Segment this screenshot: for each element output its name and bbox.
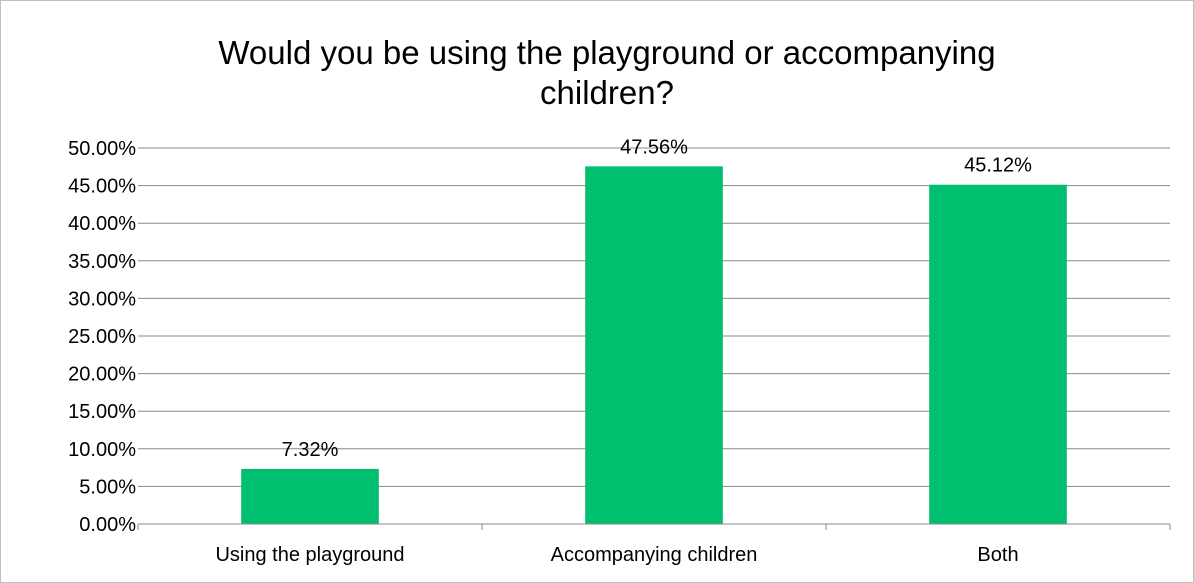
y-tick-label: 25.00%	[68, 326, 136, 348]
x-axis-category-labels: Using the playground Accompanying childre…	[215, 544, 1018, 566]
y-tick-label: 20.00%	[68, 364, 136, 386]
x-category-label: Accompanying children	[551, 544, 758, 566]
data-label: 45.12%	[964, 155, 1032, 177]
data-labels: 7.32% 47.56% 45.12%	[282, 136, 1032, 461]
x-axis	[137, 523, 1171, 530]
chart-title-line-1: Would you be using the playground or acc…	[218, 34, 995, 71]
x-category-label: Both	[977, 544, 1018, 566]
data-label: 7.32%	[282, 439, 339, 461]
bars	[241, 166, 1067, 524]
bar	[241, 468, 379, 524]
chart-title: Would you be using the playground or acc…	[218, 34, 995, 111]
y-tick-label: 15.00%	[68, 401, 136, 423]
chart-title-line-2: children?	[540, 74, 674, 111]
bar	[929, 184, 1067, 524]
y-tick-label: 50.00%	[68, 138, 136, 160]
x-category-label: Using the playground	[215, 544, 404, 566]
y-tick-label: 5.00%	[79, 476, 136, 498]
y-tick-label: 30.00%	[68, 288, 136, 310]
bar	[585, 166, 723, 524]
y-tick-label: 0.00%	[79, 514, 136, 536]
y-tick-label: 10.00%	[68, 439, 136, 461]
y-tick-label: 45.00%	[68, 176, 136, 198]
y-tick-label: 40.00%	[68, 213, 136, 235]
y-tick-label: 35.00%	[68, 251, 136, 273]
data-label: 47.56%	[620, 136, 688, 158]
y-axis-tick-labels: 0.00% 5.00% 10.00% 15.00% 20.00% 25.00% 30.00%…	[68, 138, 136, 536]
